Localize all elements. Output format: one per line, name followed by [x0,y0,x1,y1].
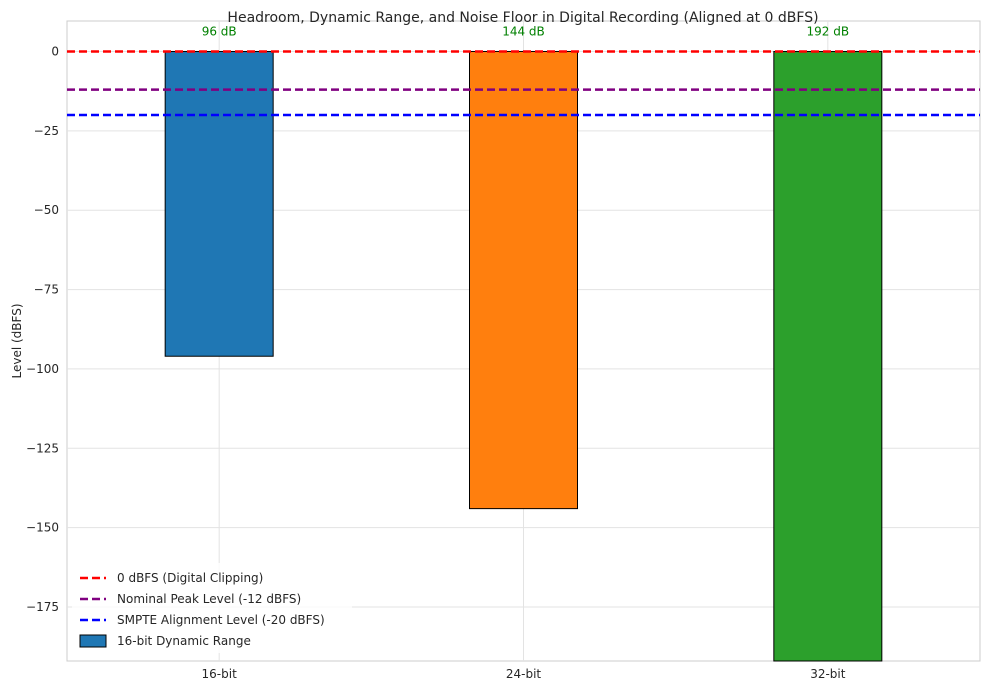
y-tick-label: −150 [26,521,59,535]
legend-frame [72,563,352,653]
bars [164,50,883,662]
y-tick-label: −125 [26,441,59,455]
legend-bar-swatch [79,634,107,648]
x-tick-label: 16-bit [202,667,238,681]
legend: 0 dBFS (Digital Clipping) Nominal Peak Le… [72,563,352,653]
data-labels: 96 dB 144 dB 192 dB [202,24,849,38]
x-tick-label: 32-bit [810,667,846,681]
y-tick-label: 0 [51,44,59,58]
y-tick-label: −175 [26,600,59,614]
y-tick-label: −50 [34,203,59,217]
legend-item-label: 0 dBFS (Digital Clipping) [117,571,263,585]
y-tick-label: −75 [34,283,59,297]
bar-32-bit [773,50,883,662]
bar-16-bit [164,50,274,357]
y-tick-label: −25 [34,124,59,138]
chart-title: Headroom, Dynamic Range, and Noise Floor… [227,10,818,26]
legend-item-label: SMPTE Alignment Level (-20 dBFS) [117,613,325,627]
bar-24-bit [469,50,578,510]
data-label: 144 dB [502,24,545,38]
y-axis-label: Level (dBFS) [10,303,24,378]
axes: 0 −25 −50 −75 −100 −125 −150 −175 16-bit 24-bit 32… [26,44,846,681]
reference-lines [67,50,980,117]
y-tick-label: −100 [26,362,59,376]
legend-item-label: 16-bit Dynamic Range [117,634,251,648]
data-label: 96 dB [202,24,237,38]
legend-item-label: Nominal Peak Level (-12 dBFS) [117,592,301,606]
data-label: 192 dB [807,24,850,38]
x-tick-label: 24-bit [506,667,542,681]
